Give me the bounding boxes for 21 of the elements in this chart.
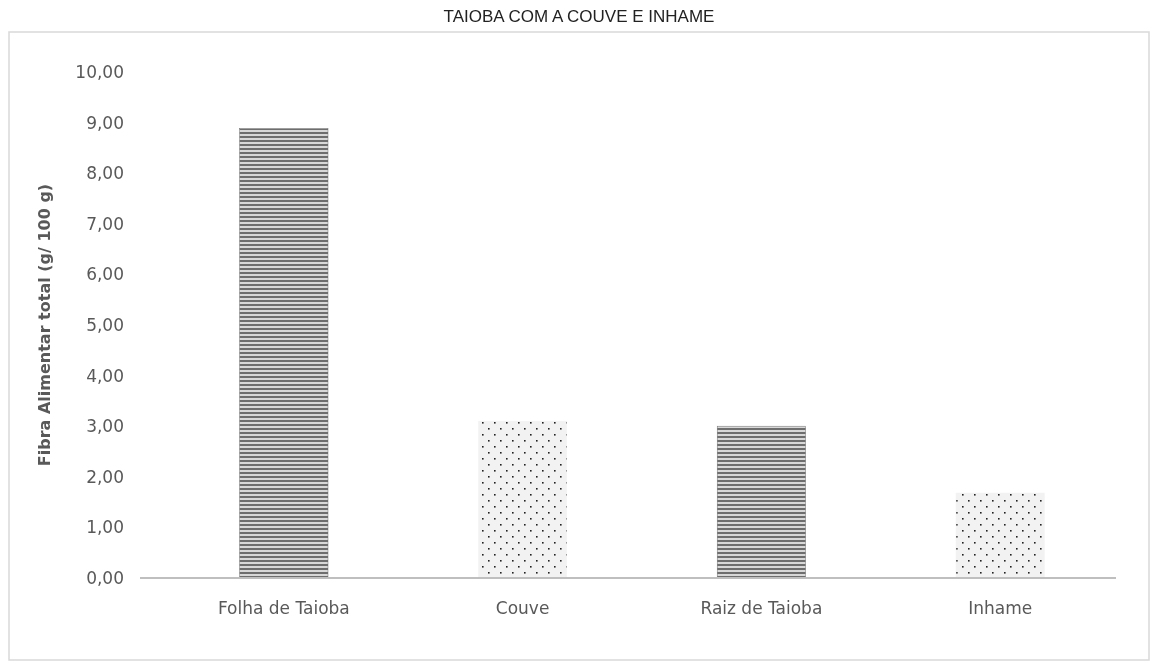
bar [955,492,1045,579]
y-tick-label: 7,00 [86,213,124,234]
y-tick-label: 9,00 [86,112,124,133]
y-tick-label: 3,00 [86,416,124,437]
bar [239,128,329,579]
y-tick-label: 8,00 [86,163,124,184]
bar [478,420,568,579]
y-tick-label: 1,00 [86,517,124,538]
y-tick-label: 5,00 [86,314,124,335]
y-tick-label: 0,00 [86,567,124,588]
x-tick-label: Folha de Taioba [217,598,350,618]
y-tick-label: 6,00 [86,264,124,285]
x-tick-label: Couve [495,598,550,618]
y-tick-label: 10,00 [75,61,124,82]
bar [716,425,806,579]
y-axis-title: Fibra Alimentar total (g/ 100 g) [35,183,54,467]
chart-title: TAIOBA COM A COUVE E INHAME [443,7,715,26]
y-tick-label: 2,00 [86,466,124,487]
y-tick-label: 4,00 [86,365,124,386]
x-tick-label: Inhame [968,598,1033,618]
x-tick-label: Raiz de Taioba [700,598,823,618]
